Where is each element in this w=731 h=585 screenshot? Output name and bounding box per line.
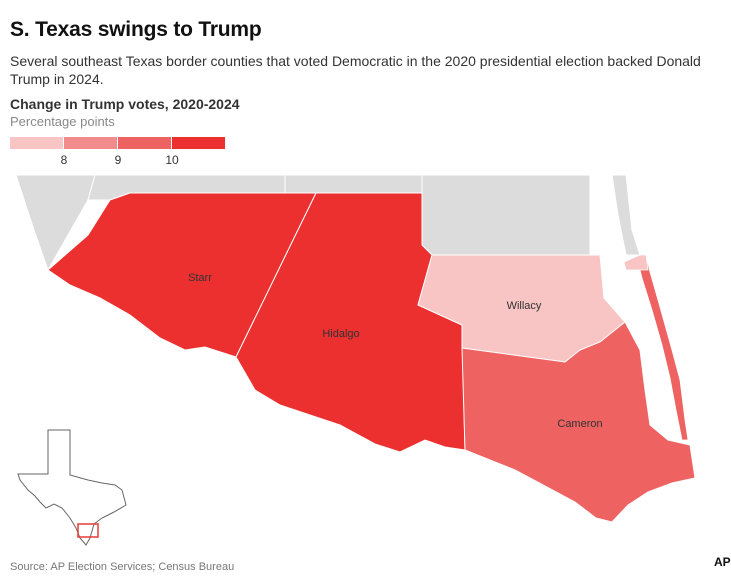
- legend-swatch: [10, 137, 63, 149]
- county-label-starr: Starr: [188, 272, 212, 284]
- county-label-hidalgo: Hidalgo: [322, 328, 359, 340]
- neighbor-county: [284, 174, 423, 194]
- source-note: Source: AP Election Services; Census Bur…: [10, 561, 235, 573]
- neighbor-counties: [15, 174, 641, 272]
- legend-swatch: [118, 137, 171, 149]
- legend-title: Change in Trump votes, 2020-2024: [10, 96, 240, 112]
- legend-tick: 8: [60, 153, 68, 167]
- neighbor-county: [15, 174, 96, 272]
- barrier-island: [623, 254, 649, 271]
- map-title: S. Texas swings to Trump: [10, 18, 262, 41]
- neighbor-county: [421, 174, 591, 256]
- county-hidalgo[interactable]: [235, 192, 466, 453]
- county-label-cameron: Cameron: [557, 418, 602, 430]
- texas-outline: [17, 429, 127, 546]
- barrier-island: [637, 254, 689, 441]
- legend-subtitle: Percentage points: [10, 114, 115, 129]
- legend-color-bar: [10, 137, 226, 149]
- county-cameron[interactable]: [461, 321, 696, 523]
- legend-tick: 10: [165, 153, 179, 167]
- county-label-willacy: Willacy: [507, 300, 542, 312]
- legend-swatch: [64, 137, 117, 149]
- map-subtitle: Several southeast Texas border counties …: [10, 53, 701, 87]
- neighbor-county: [611, 174, 641, 256]
- legend-swatch: [172, 137, 225, 149]
- county-starr[interactable]: [47, 192, 317, 358]
- texas-inset-map: [17, 429, 127, 546]
- legend-tick: 9: [114, 153, 122, 167]
- ap-logo: AP: [714, 555, 731, 569]
- inset-highlight-box: [77, 523, 99, 538]
